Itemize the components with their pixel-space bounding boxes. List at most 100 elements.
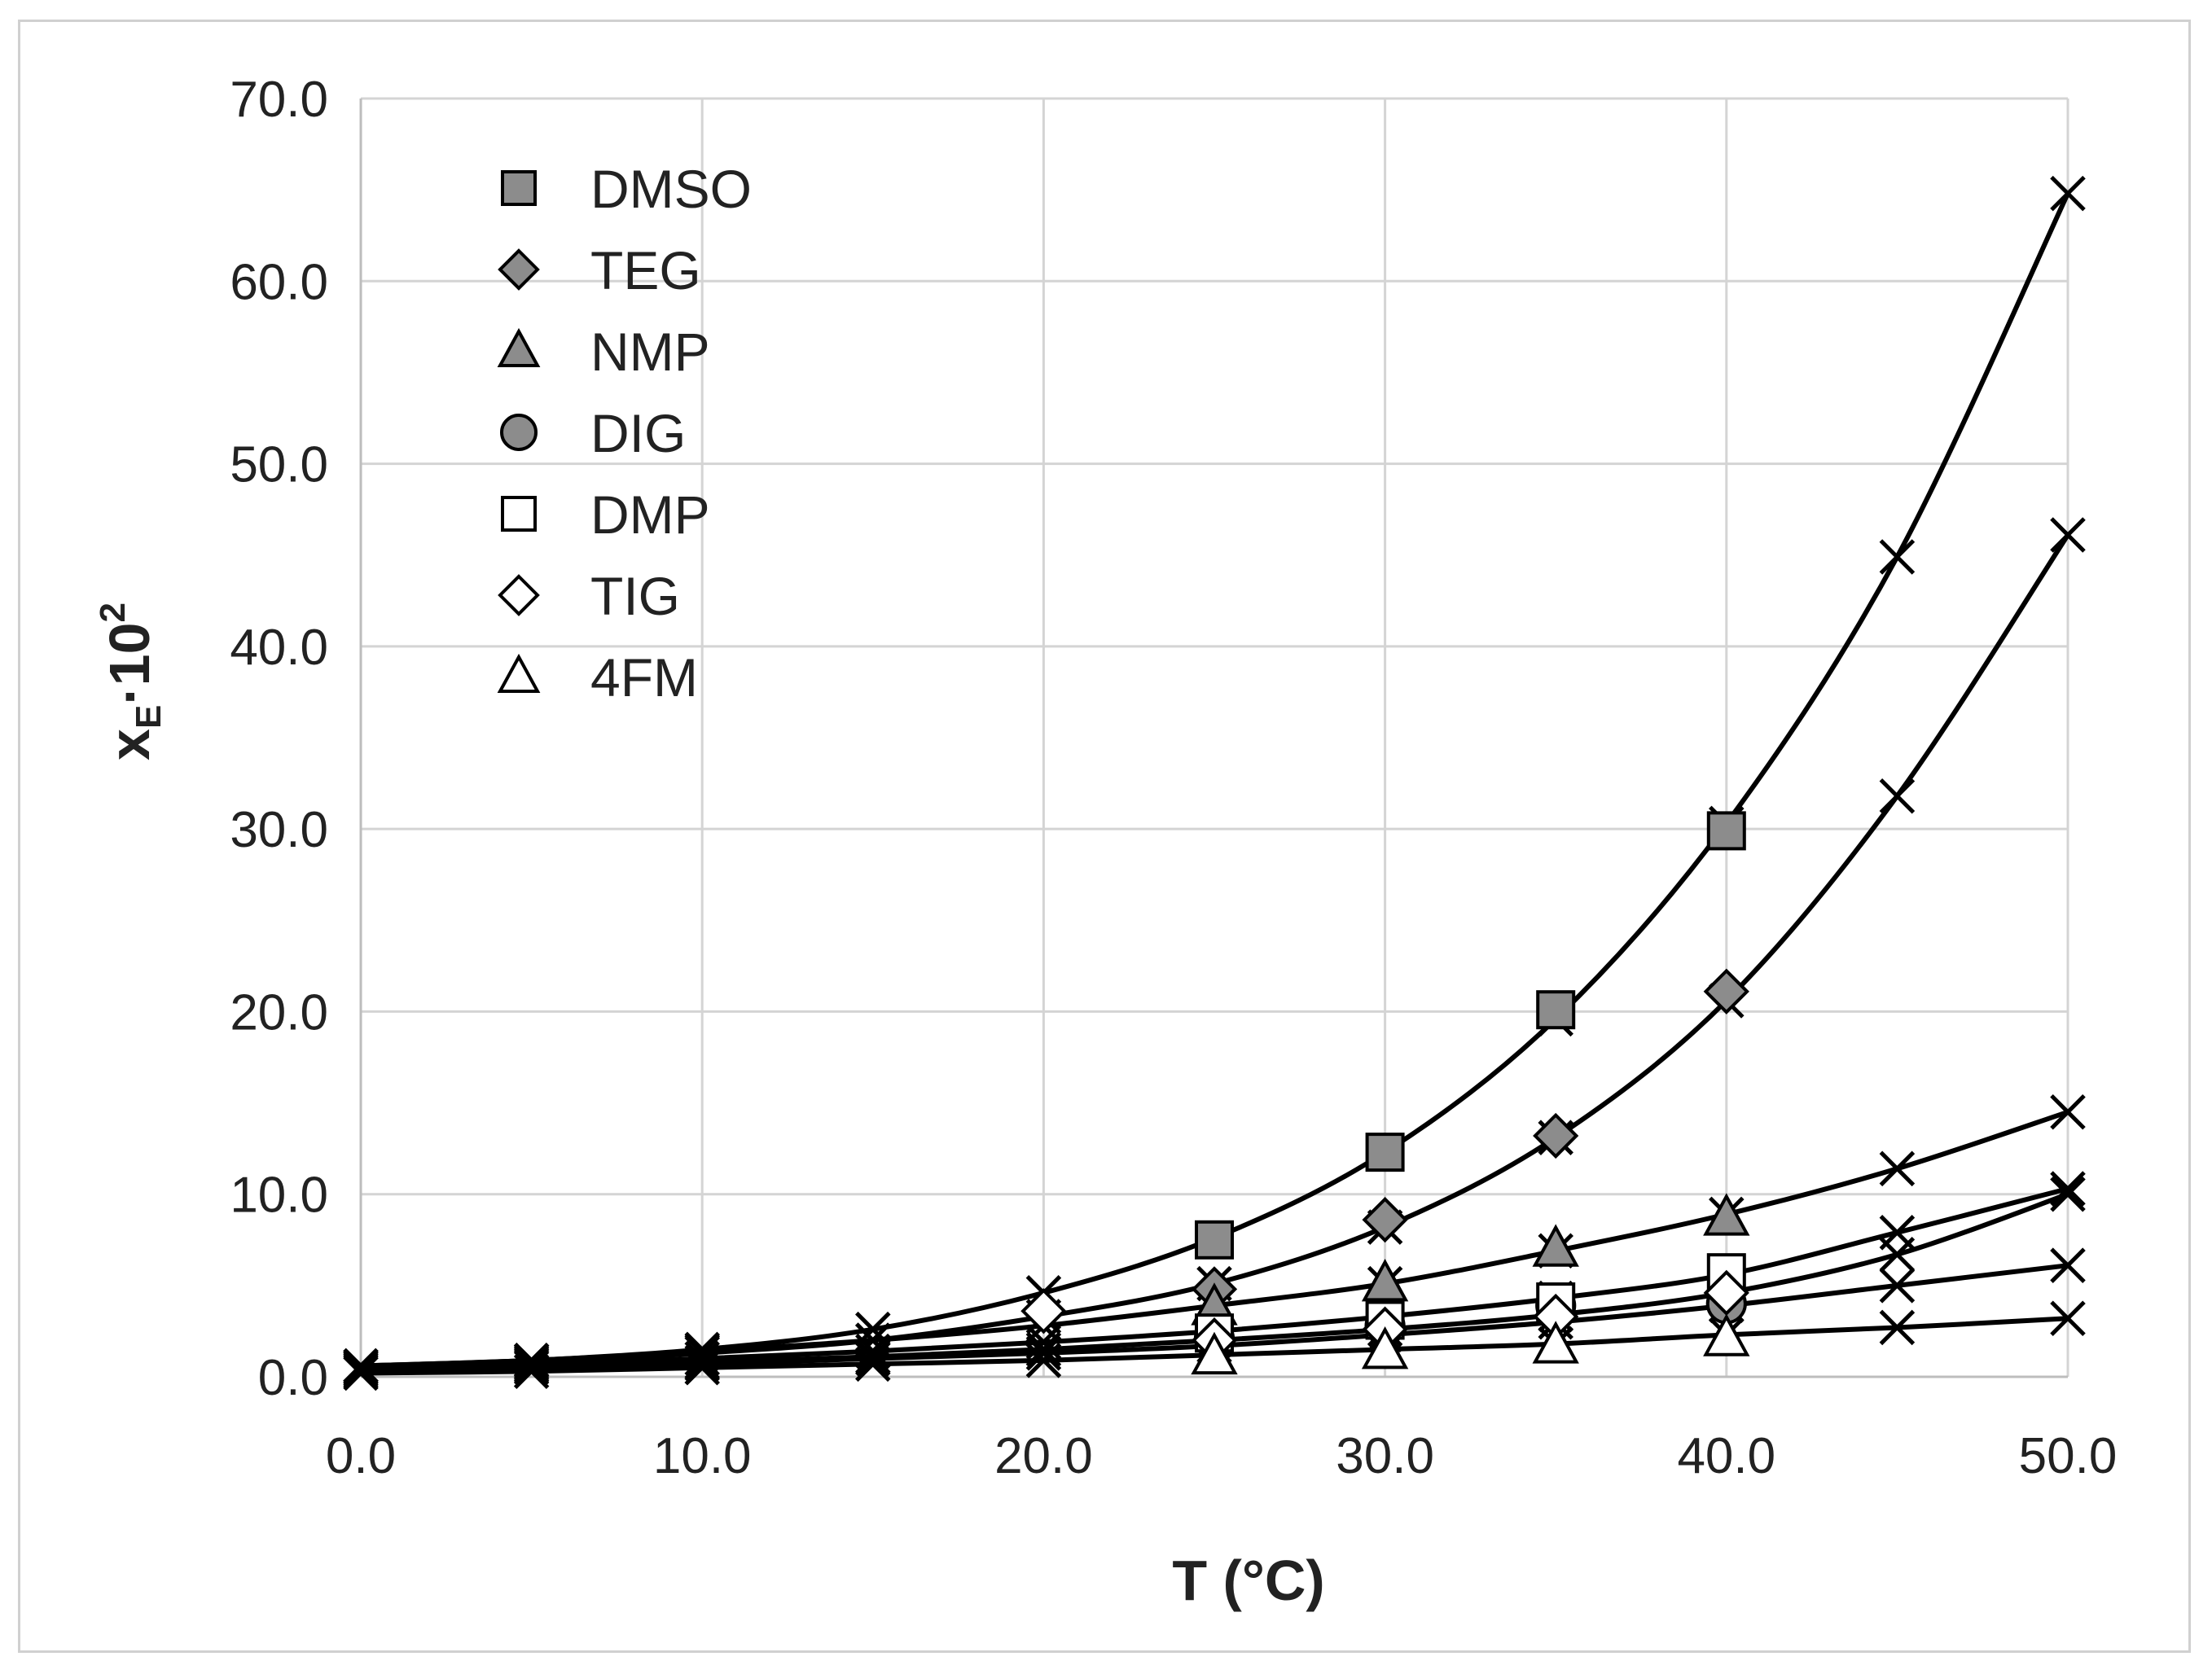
fit-marker-stroke bbox=[2050, 517, 2086, 553]
data-point-dmso bbox=[1195, 1220, 1234, 1260]
y-tick-label: 30.0 bbox=[230, 802, 328, 858]
legend-label-tig: TIG bbox=[590, 566, 680, 626]
legend-marker-tig bbox=[498, 574, 540, 616]
data-point-teg bbox=[1362, 1196, 1408, 1243]
fit-marker-stroke bbox=[684, 1350, 720, 1386]
fit-marker-x bbox=[2050, 517, 2086, 553]
fit-marker-stroke bbox=[1025, 1335, 1062, 1371]
fit-marker-x bbox=[1879, 778, 1916, 814]
x-tick-label: 10.0 bbox=[653, 1428, 752, 1484]
data-point-4fm bbox=[1361, 1326, 1409, 1369]
grid bbox=[359, 97, 2069, 1378]
fit-marker-stroke bbox=[1879, 1268, 1916, 1304]
fit-marker-x bbox=[2050, 1300, 2086, 1336]
fit-marker-stroke bbox=[343, 1355, 379, 1391]
legend-label-teg: TEG bbox=[590, 240, 701, 300]
legend-label-nmp: NMP bbox=[590, 322, 710, 382]
fit-marker-stroke bbox=[1025, 1343, 1062, 1378]
fit-marker-stroke bbox=[855, 1340, 891, 1377]
data-point-4fm bbox=[1532, 1321, 1579, 1364]
legend-marker-teg bbox=[498, 248, 540, 291]
y-axis-title-sup: 2 bbox=[93, 603, 133, 622]
fit-marker-x bbox=[513, 1350, 550, 1386]
fit-marker-x bbox=[343, 1355, 379, 1391]
data-point-dmso bbox=[1365, 1133, 1405, 1172]
y-tick-label: 20.0 bbox=[230, 984, 328, 1041]
fit-marker-stroke bbox=[1879, 778, 1916, 814]
fit-marker-stroke bbox=[513, 1350, 550, 1386]
axes bbox=[359, 99, 2068, 1378]
y-tick-label: 0.0 bbox=[258, 1350, 328, 1406]
fit-marker-x bbox=[1879, 1309, 1916, 1346]
fit-marker-x bbox=[2050, 1176, 2086, 1212]
y-tick-label: 50.0 bbox=[230, 437, 328, 493]
y-tick-label: 70.0 bbox=[230, 72, 328, 128]
chart-svg: 0.0 10.0 20.0 30.0 40.0 50.0 60.0 70.0 0.0 10.0 20… bbox=[93, 72, 2117, 1612]
data-points bbox=[1020, 811, 1750, 1375]
fit-marker-stroke bbox=[513, 1353, 550, 1390]
y-tick-label: 40.0 bbox=[230, 620, 328, 676]
data-point-teg bbox=[1703, 968, 1749, 1014]
fit-marker-stroke bbox=[2050, 1247, 2086, 1283]
fit-marker-stroke bbox=[2050, 175, 2086, 212]
fit-marker-stroke bbox=[684, 1346, 720, 1383]
fit-marker-x bbox=[2050, 1094, 2086, 1130]
fit-marker-x bbox=[1879, 1150, 1916, 1187]
y-axis-title-group: xE·102 bbox=[93, 603, 169, 760]
y-axis-title: xE·102 bbox=[93, 603, 169, 760]
legend-marker-nmp bbox=[497, 327, 541, 367]
fit-marker-x bbox=[1879, 539, 1916, 575]
data-point-nmp bbox=[1703, 1193, 1750, 1236]
legend-marker-dmp bbox=[501, 496, 537, 532]
fit-marker-x bbox=[1025, 1335, 1062, 1371]
data-point-dmso bbox=[1706, 811, 1746, 851]
legend-label-dmso: DMSO bbox=[590, 159, 752, 219]
x-tick-label: 50.0 bbox=[2019, 1428, 2118, 1484]
fit-marker-stroke bbox=[2050, 1176, 2086, 1212]
y-tick-label: 10.0 bbox=[230, 1168, 328, 1224]
y-tick-label: 60.0 bbox=[230, 254, 328, 310]
fit-marker-x bbox=[684, 1346, 720, 1383]
x-tick-label: 40.0 bbox=[1677, 1428, 1775, 1484]
fit-marker-x bbox=[513, 1353, 550, 1390]
x-axis-title: T (°C) bbox=[1172, 1549, 1324, 1612]
fit-marker-stroke bbox=[1879, 539, 1916, 575]
legend-label-4fm: 4FM bbox=[590, 647, 698, 708]
data-point-dmso bbox=[1536, 990, 1576, 1030]
data-point-nmp bbox=[1361, 1259, 1409, 1302]
fit-marker-stroke bbox=[1879, 1236, 1916, 1273]
legend: DMSO TEG NMP DIG DMP TIG 4FM bbox=[497, 159, 752, 708]
tick-labels: 0.0 10.0 20.0 30.0 40.0 50.0 60.0 70.0 0.0 10.0 20… bbox=[230, 72, 2117, 1484]
data-point-4fm bbox=[1191, 1331, 1238, 1375]
y-axis-title-base: x bbox=[98, 729, 161, 760]
fit-marker-x bbox=[2050, 175, 2086, 212]
x-tick-label: 0.0 bbox=[326, 1428, 396, 1484]
fit-marker-x bbox=[855, 1340, 891, 1377]
fit-marker-stroke bbox=[1879, 1309, 1916, 1346]
fit-marker-stroke bbox=[855, 1346, 891, 1383]
fit-marker-x bbox=[1025, 1343, 1062, 1378]
data-point-nmp bbox=[1532, 1224, 1579, 1267]
legend-marker-dig bbox=[500, 414, 538, 451]
legend-marker-4fm bbox=[497, 653, 541, 693]
fit-marker-x bbox=[855, 1346, 891, 1383]
data-point-4fm bbox=[1703, 1313, 1750, 1356]
legend-label-dmp: DMP bbox=[590, 484, 710, 545]
legend-label-dig: DIG bbox=[590, 403, 686, 463]
fit-marker-x bbox=[1879, 1236, 1916, 1273]
fit-marker-x bbox=[684, 1350, 720, 1386]
chart-frame: 0.0 10.0 20.0 30.0 40.0 50.0 60.0 70.0 0.0 10.0 20… bbox=[18, 20, 2191, 1653]
data-point-teg bbox=[1533, 1112, 1579, 1159]
fit-marker-stroke bbox=[2050, 1300, 2086, 1336]
legend-marker-dmso bbox=[501, 170, 537, 206]
fit-marker-stroke bbox=[1879, 1150, 1916, 1187]
fit-marker-x bbox=[1879, 1268, 1916, 1304]
x-tick-label: 20.0 bbox=[994, 1428, 1093, 1484]
y-axis-title-sub: E bbox=[129, 705, 169, 729]
x-tick-label: 30.0 bbox=[1336, 1428, 1434, 1484]
data-point-tig bbox=[1020, 1288, 1067, 1334]
y-axis-title-mid: ·10 bbox=[98, 623, 161, 705]
data-point-tig bbox=[1703, 1269, 1749, 1316]
fit-marker-stroke bbox=[2050, 1094, 2086, 1130]
fit-marker-x bbox=[2050, 1247, 2086, 1283]
